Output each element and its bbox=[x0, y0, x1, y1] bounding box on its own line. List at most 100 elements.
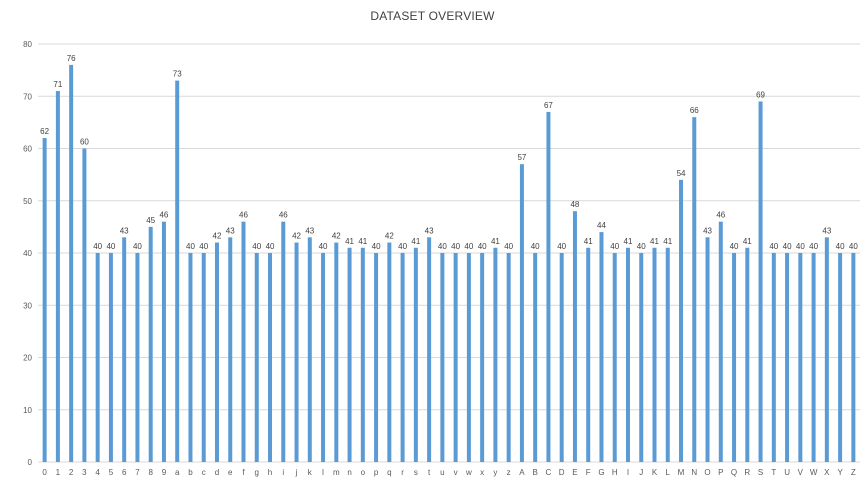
data-label: 40 bbox=[504, 242, 513, 251]
x-tick-label: F bbox=[586, 468, 591, 477]
bar bbox=[55, 91, 60, 463]
x-tick-label: t bbox=[428, 468, 431, 477]
bar bbox=[612, 253, 617, 462]
bar bbox=[559, 253, 564, 462]
x-tick-label: B bbox=[533, 468, 538, 477]
bar bbox=[122, 237, 127, 462]
x-tick-label: J bbox=[639, 468, 643, 477]
x-tick-label: e bbox=[228, 468, 233, 477]
bar bbox=[493, 247, 498, 462]
bar bbox=[851, 253, 856, 462]
data-label: 41 bbox=[345, 237, 354, 246]
x-tick-label: 0 bbox=[42, 468, 47, 477]
bar bbox=[175, 80, 180, 462]
bar bbox=[440, 253, 445, 462]
data-label: 42 bbox=[292, 232, 301, 241]
x-tick-label: W bbox=[810, 468, 818, 477]
bar bbox=[599, 232, 604, 462]
bar bbox=[572, 211, 577, 462]
data-label: 57 bbox=[517, 153, 526, 162]
x-tick-label: X bbox=[824, 468, 830, 477]
bar bbox=[201, 253, 206, 462]
x-tick-label: C bbox=[546, 468, 552, 477]
x-tick-label: a bbox=[175, 468, 180, 477]
bar bbox=[453, 253, 458, 462]
data-label: 71 bbox=[53, 80, 62, 89]
x-tick-label: 3 bbox=[82, 468, 87, 477]
bar bbox=[281, 221, 286, 462]
x-tick-label: v bbox=[454, 468, 458, 477]
y-tick-label: 40 bbox=[23, 249, 32, 258]
data-label: 43 bbox=[226, 226, 235, 235]
data-label: 40 bbox=[186, 242, 195, 251]
x-tick-label: f bbox=[242, 468, 245, 477]
data-label: 46 bbox=[279, 211, 288, 220]
grid-layer bbox=[38, 43, 860, 463]
x-tick-label: 1 bbox=[56, 468, 61, 477]
data-label: 40 bbox=[730, 242, 739, 251]
bar bbox=[679, 179, 684, 462]
x-tick-label: p bbox=[374, 468, 379, 477]
data-label: 40 bbox=[451, 242, 460, 251]
bar bbox=[400, 253, 405, 462]
x-tick-label: Y bbox=[837, 468, 843, 477]
x-tick-label: U bbox=[784, 468, 790, 477]
y-tick-label: 20 bbox=[23, 354, 32, 363]
data-label: 54 bbox=[677, 169, 686, 178]
x-tick-label: h bbox=[268, 468, 272, 477]
x-tick-label: j bbox=[295, 468, 298, 477]
bar bbox=[294, 242, 299, 462]
data-label: 76 bbox=[67, 54, 76, 63]
data-label: 40 bbox=[464, 242, 473, 251]
data-label: 40 bbox=[769, 242, 778, 251]
bar bbox=[586, 247, 591, 462]
bar bbox=[652, 247, 657, 462]
bar bbox=[374, 253, 379, 462]
bar bbox=[214, 242, 219, 462]
x-tick-label: E bbox=[572, 468, 577, 477]
x-tick-label: 8 bbox=[148, 468, 153, 477]
data-label: 42 bbox=[332, 232, 341, 241]
x-tick-label: P bbox=[718, 468, 723, 477]
y-tick-label: 10 bbox=[23, 406, 32, 415]
x-tick-label: V bbox=[798, 468, 804, 477]
bar bbox=[745, 247, 750, 462]
bar bbox=[519, 164, 524, 463]
data-label: 46 bbox=[716, 211, 725, 220]
data-label: 44 bbox=[597, 221, 606, 230]
data-label: 41 bbox=[491, 237, 500, 246]
data-label: 46 bbox=[239, 211, 248, 220]
bar bbox=[506, 253, 511, 462]
bar bbox=[692, 117, 697, 463]
bar bbox=[268, 253, 273, 462]
bar bbox=[665, 247, 670, 462]
x-tick-label: 9 bbox=[162, 468, 167, 477]
bar bbox=[321, 253, 326, 462]
data-label: 43 bbox=[703, 226, 712, 235]
x-tick-label: T bbox=[771, 468, 776, 477]
x-tick-label: H bbox=[612, 468, 618, 477]
bar bbox=[69, 64, 74, 463]
data-label: 40 bbox=[93, 242, 102, 251]
x-tick-label: m bbox=[333, 468, 340, 477]
bar bbox=[811, 253, 816, 462]
x-tick-label: N bbox=[691, 468, 697, 477]
x-tick-label: x bbox=[480, 468, 484, 477]
x-tick-label: u bbox=[440, 468, 444, 477]
y-axis-ticks: 0 10 20 30 40 50 60 70 80 bbox=[23, 40, 32, 467]
data-label: 40 bbox=[796, 242, 805, 251]
y-tick-label: 80 bbox=[23, 40, 32, 49]
data-label: 41 bbox=[411, 237, 420, 246]
data-label: 41 bbox=[743, 237, 752, 246]
bar bbox=[228, 237, 233, 462]
data-label: 41 bbox=[663, 237, 672, 246]
data-label: 60 bbox=[80, 138, 89, 147]
bar bbox=[546, 111, 551, 463]
x-tick-label: L bbox=[666, 468, 671, 477]
bar bbox=[771, 253, 776, 462]
data-label: 40 bbox=[319, 242, 328, 251]
x-tick-label: l bbox=[322, 468, 324, 477]
data-label: 62 bbox=[40, 127, 49, 136]
x-tick-label: S bbox=[758, 468, 763, 477]
